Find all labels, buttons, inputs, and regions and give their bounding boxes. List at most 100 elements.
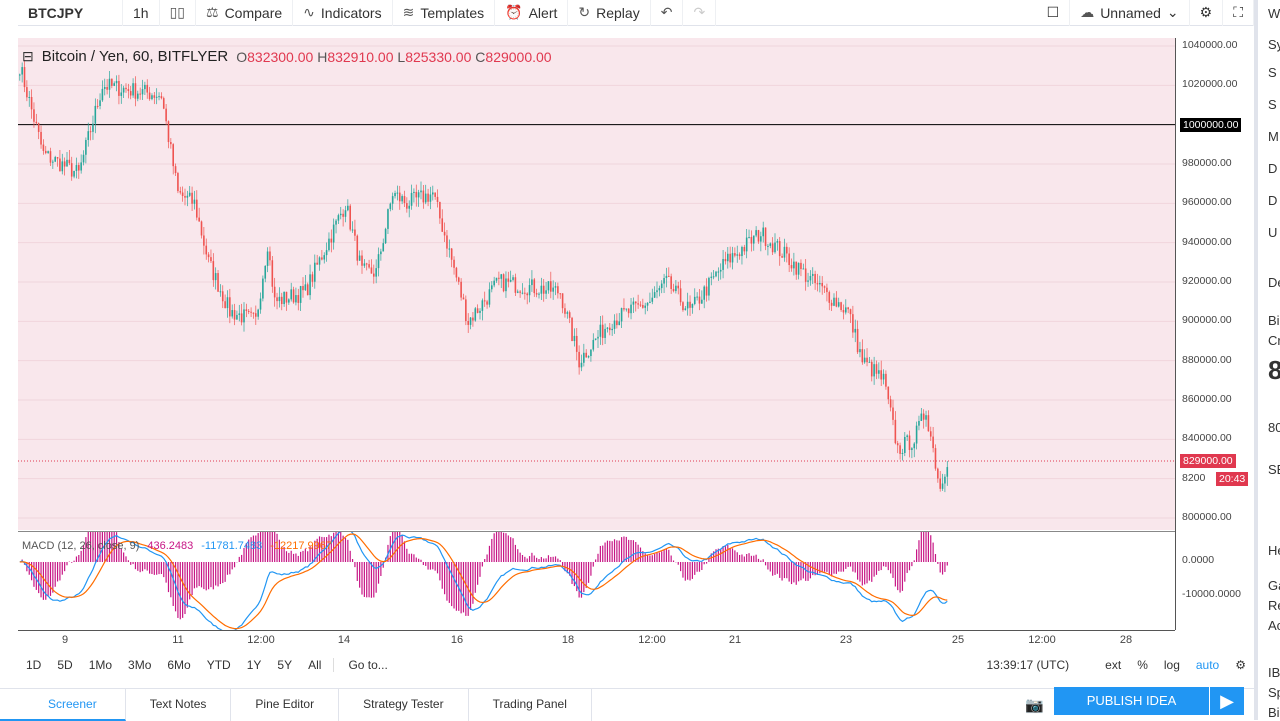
candle: [880, 360, 882, 387]
candle: [795, 261, 798, 280]
tab-text-notes[interactable]: Text Notes: [126, 688, 232, 721]
auto-toggle[interactable]: auto: [1195, 658, 1220, 672]
sidebar-text[interactable]: D: [1268, 193, 1278, 208]
templates-button[interactable]: ≋ Templates: [393, 0, 496, 26]
settings-button[interactable]: ⚙: [1190, 0, 1224, 26]
candle: [816, 273, 819, 292]
clock[interactable]: 13:39:17 (UTC): [986, 658, 1070, 672]
log-toggle[interactable]: log: [1163, 658, 1180, 672]
candle: [729, 246, 731, 268]
range-3mo[interactable]: 3Mo: [128, 658, 152, 672]
sidebar-text[interactable]: Sy: [1268, 37, 1280, 52]
candle: [247, 309, 250, 315]
sidebar-text[interactable]: D: [1268, 161, 1278, 176]
candle: [646, 302, 649, 312]
candle: [668, 267, 670, 277]
time-label: 16: [450, 634, 464, 646]
time-axis[interactable]: 9 11 12:00 14 16 18 12:00 21 23 25 12:00 28: [18, 630, 1175, 650]
sidebar-text[interactable]: M: [1268, 129, 1279, 144]
candle: [255, 305, 257, 325]
candle: [269, 246, 271, 266]
percent-toggle[interactable]: %: [1137, 658, 1148, 672]
range-5d[interactable]: 5D: [57, 658, 73, 672]
range-6mo[interactable]: 6Mo: [167, 658, 191, 672]
layout-button[interactable]: ☁ Unnamed ⌄: [1070, 0, 1190, 26]
sidebar-text[interactable]: Ga: [1268, 578, 1280, 593]
range-1mo[interactable]: 1Mo: [88, 658, 113, 672]
tab-strategy-tester[interactable]: Strategy Tester: [339, 688, 469, 721]
macd-title: MACD (12, 26, close, 9): [22, 540, 140, 552]
fullscreen-button[interactable]: ⛶: [1223, 0, 1254, 26]
candle: [686, 292, 689, 316]
symbol-search[interactable]: BTCJPY: [18, 0, 123, 26]
sidebar-text[interactable]: De: [1268, 275, 1280, 290]
sidebar-text[interactable]: 8: [1268, 355, 1280, 386]
candle: [382, 238, 385, 252]
candle: [63, 157, 66, 176]
interval-button[interactable]: 1h: [123, 0, 160, 26]
sidebar-text[interactable]: S: [1268, 65, 1277, 80]
sidebar-text[interactable]: Sp: [1268, 685, 1280, 700]
price-axis[interactable]: 1040000.00 1020000.00 980000.00 960000.00 94…: [1175, 38, 1249, 630]
tab-trading-panel[interactable]: Trading Panel: [469, 688, 592, 721]
macd-pane[interactable]: [18, 531, 1175, 630]
alert-button[interactable]: ⏰ Alert: [495, 0, 569, 26]
goto-button[interactable]: Go to...: [333, 658, 395, 672]
replay-button[interactable]: ↻ Replay: [568, 0, 651, 26]
undo-button[interactable]: ↶: [651, 0, 684, 26]
candle: [188, 186, 191, 197]
play-icon[interactable]: ▶: [1220, 690, 1234, 711]
publish-idea-button[interactable]: PUBLISH IDEA ▶: [1054, 687, 1244, 715]
compare-button[interactable]: ⚖ Compare: [196, 0, 294, 26]
sidebar-text[interactable]: Re: [1268, 598, 1280, 613]
range-1d[interactable]: 1D: [26, 658, 42, 672]
sidebar-text[interactable]: U: [1268, 225, 1278, 240]
ext-toggle[interactable]: ext: [1105, 658, 1122, 672]
sidebar-text[interactable]: S: [1268, 97, 1277, 112]
sidebar-text[interactable]: W: [1268, 6, 1280, 21]
candle: [441, 209, 444, 232]
range-all[interactable]: All: [308, 658, 322, 672]
sidebar-text[interactable]: Bi: [1268, 313, 1280, 328]
redo-button[interactable]: ↷: [683, 0, 717, 26]
gear-icon[interactable]: ⚙: [1235, 658, 1246, 672]
candle: [833, 293, 835, 307]
range-1y[interactable]: 1Y: [246, 658, 262, 672]
candle: [545, 281, 547, 300]
candle: [736, 245, 739, 263]
candle: [44, 146, 47, 155]
candle: [845, 299, 847, 315]
candle: [847, 306, 849, 314]
fullscreen-rect-button[interactable]: ☐: [1037, 0, 1071, 26]
chart-type-button[interactable]: ▯▯: [160, 0, 196, 26]
candle: [233, 303, 236, 326]
collapse-icon[interactable]: ⊟: [22, 48, 34, 64]
candle: [495, 277, 498, 283]
sidebar-text[interactable]: SE: [1268, 462, 1280, 477]
candle: [774, 233, 776, 254]
last-price-badge: 829000.00: [1180, 453, 1236, 468]
camera-icon[interactable]: 📷: [1025, 696, 1044, 714]
range-5y[interactable]: 5Y: [277, 658, 293, 672]
range-ytd[interactable]: YTD: [206, 658, 231, 672]
tab-pine-editor[interactable]: Pine Editor: [231, 688, 340, 721]
price-chart[interactable]: [18, 38, 1175, 530]
candle: [698, 288, 701, 311]
candle: [606, 326, 609, 333]
price-label-highlight: 1000000.00: [1180, 117, 1242, 132]
expand-icon: ⛶: [1233, 4, 1243, 20]
sidebar-text[interactable]: IB: [1268, 665, 1280, 680]
candle: [918, 415, 920, 431]
tab-screener[interactable]: Screener: [0, 688, 126, 721]
indicators-button[interactable]: ∿ Indicators: [293, 0, 393, 26]
indicators-icon: ∿: [303, 4, 315, 20]
candle: [363, 259, 366, 268]
sidebar-text[interactable]: He: [1268, 543, 1280, 558]
sidebar-text[interactable]: Ac: [1268, 618, 1280, 633]
candle: [734, 247, 736, 258]
sidebar-text[interactable]: 80: [1268, 420, 1280, 435]
price-label: 900000.00: [1182, 314, 1232, 327]
sidebar-text[interactable]: Cr: [1268, 333, 1280, 348]
countdown-badge: 20:43: [1216, 471, 1249, 486]
sidebar-text[interactable]: Bi: [1268, 705, 1280, 720]
